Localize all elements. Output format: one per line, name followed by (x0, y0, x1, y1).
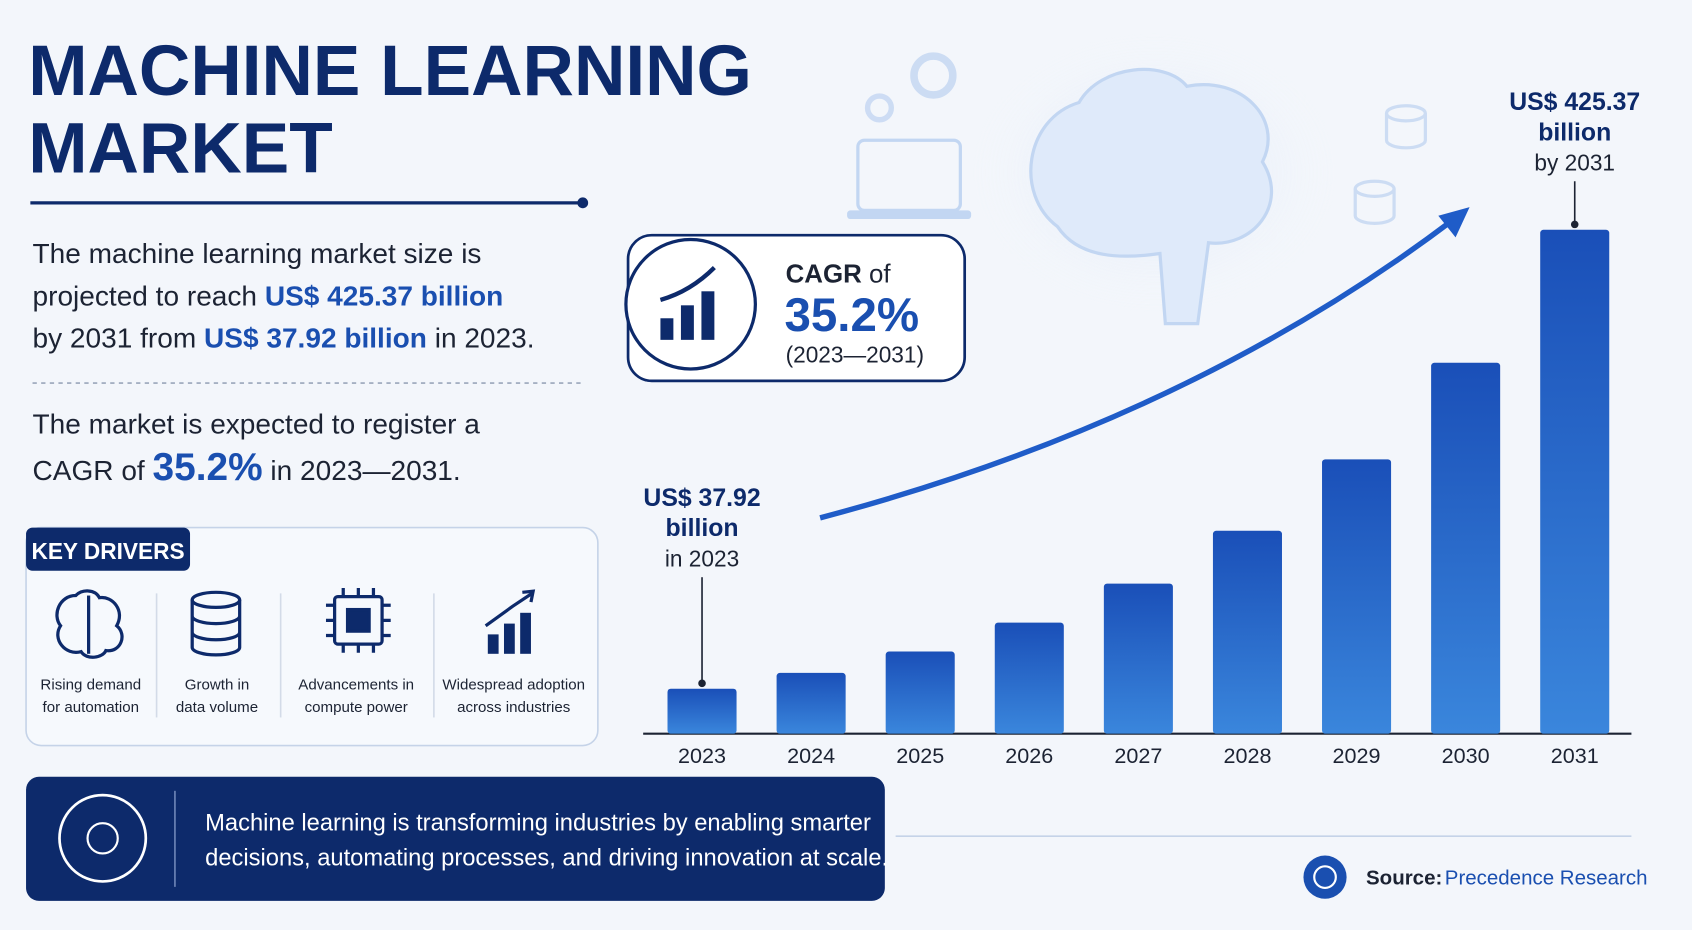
cagr-badge-period: (2023—2031) (786, 342, 924, 368)
x-tick-label: 2031 (1551, 743, 1599, 768)
driver-labels: Rising demand for automation Growth in data… (40, 676, 585, 716)
driver-label: across industries (457, 699, 570, 716)
drivers-title: KEY DRIVERS (31, 538, 184, 564)
bar (885, 651, 955, 734)
summary-highlight: US$ 425.37 billion (265, 280, 504, 311)
annotation-text: billion (1538, 119, 1611, 146)
x-tick-label: 2029 (1333, 743, 1381, 768)
cagr-badge-icon (624, 237, 757, 371)
banner-text: Machine learning is transforming industr… (205, 811, 871, 837)
banner-icon (58, 793, 148, 883)
source-name: Precedence Research (1445, 867, 1648, 890)
drivers-panel (25, 526, 599, 747)
summary-text: in 2023. (427, 322, 535, 353)
bar (1103, 583, 1173, 734)
bar-chart: 2023 2024 2025 2026 2027 2028 2029 2030 2031 US$ … (643, 89, 1640, 768)
x-tick-label: 2024 (787, 743, 835, 768)
banner (26, 776, 885, 901)
annotation-dot (1570, 220, 1579, 229)
drivers-header (26, 527, 191, 571)
summary-text: projected to reach (33, 280, 265, 311)
bar (776, 672, 846, 734)
annotation-text: billion (666, 515, 739, 542)
growth-arrow (819, 219, 1453, 521)
x-tick-label: 2025 (896, 743, 944, 768)
driver-icons (55, 587, 536, 659)
bar (1322, 459, 1392, 734)
x-tick-label: 2026 (1005, 743, 1053, 768)
annotation-text: US$ 425.37 (1509, 89, 1640, 116)
bar (667, 688, 737, 734)
bar (994, 622, 1064, 734)
source-icon (1303, 855, 1347, 899)
source-label: Source: (1366, 867, 1442, 890)
divider-dot (577, 197, 589, 209)
cagr-badge-label: of (862, 261, 892, 289)
driver-label: Advancements in (298, 676, 414, 693)
cagr-badge-label: CAGR of (786, 261, 892, 289)
cagr-text: CAGR of 35.2% in 2023—2031. (33, 446, 461, 489)
bar (1431, 362, 1501, 734)
driver-label: for automation (43, 699, 140, 716)
driver-dividers (155, 593, 435, 718)
summary-text: The machine learning market size is (33, 238, 482, 269)
cagr-badge-value: 35.2% (785, 289, 920, 342)
title: MARKET (28, 110, 333, 189)
source-icon (1313, 865, 1337, 890)
bar (1212, 530, 1282, 734)
annotation-text: by 2031 (1534, 149, 1615, 175)
driver-label: Widespread adoption (442, 676, 585, 693)
cagr-badge-icon (659, 266, 716, 303)
summary-highlight: US$ 37.92 billion (204, 322, 427, 353)
x-tick-label: 2028 (1223, 743, 1271, 768)
summary-text: by 2031 from US$ 37.92 billion in 2023. (33, 322, 535, 353)
decoration (847, 32, 1427, 326)
x-tick-label: 2027 (1114, 743, 1162, 768)
cagr-badge-label: CAGR (786, 261, 862, 289)
driver-label: data volume (176, 699, 258, 716)
driver-label: Rising demand (40, 676, 141, 693)
banner-text: decisions, automating processes, and dri… (205, 845, 888, 871)
annotation-text: in 2023 (665, 545, 739, 571)
title: MACHINE LEARNING (28, 32, 752, 111)
cagr-text: The market is expected to register a (33, 409, 481, 440)
summary-text: by 2031 from (33, 322, 205, 353)
driver-icons (487, 612, 531, 654)
cagr-text: in 2023—2031. (263, 455, 461, 486)
driver-label: compute power (305, 699, 408, 716)
cagr-text: CAGR of (33, 455, 153, 486)
annotation-dot (698, 679, 706, 688)
cagr-badge-icon (660, 291, 715, 340)
growth-arrow-head (1438, 207, 1470, 238)
x-tick-label: 2023 (678, 743, 726, 768)
bar (1540, 229, 1610, 734)
banner-icon (86, 822, 119, 855)
cagr-highlight: 35.2% (153, 446, 263, 489)
driver-label: Growth in (185, 676, 250, 693)
summary-text: projected to reach US$ 425.37 billion (33, 280, 504, 311)
annotation-text: US$ 37.92 (643, 485, 760, 512)
x-tick-label: 2030 (1442, 743, 1490, 768)
